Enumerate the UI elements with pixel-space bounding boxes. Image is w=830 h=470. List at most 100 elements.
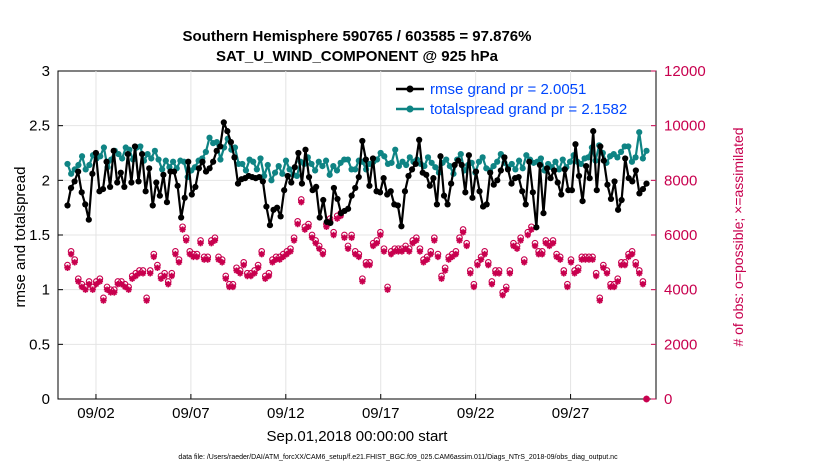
x-tick-label: 09/27	[552, 405, 590, 422]
obs-assimilated-point	[190, 253, 197, 261]
obs-assimilated-point	[477, 256, 485, 263]
obs-assimilated-point	[136, 270, 143, 277]
totalspread-point	[632, 154, 639, 161]
rmse-point	[540, 210, 547, 217]
obs-assimilated-point	[643, 395, 650, 403]
rmse-point	[462, 189, 469, 196]
obs-assimilated-point	[359, 278, 366, 285]
rmse-point	[433, 201, 441, 208]
rmse-point	[522, 201, 529, 208]
legend-rmse-marker	[406, 85, 414, 93]
obs-assimilated-point	[467, 270, 474, 277]
totalspread-point	[239, 160, 246, 168]
obs-assimilated-point	[560, 270, 567, 277]
totalspread-point	[264, 161, 271, 169]
rmse-point	[224, 128, 231, 135]
rmse-point	[156, 192, 163, 199]
rmse-point	[185, 158, 192, 165]
totalspread-point	[217, 156, 224, 163]
totalspread-point	[144, 150, 151, 158]
rmse-point	[181, 194, 188, 201]
legend: rmse grand pr = 2.0051 totalspread grand…	[396, 81, 627, 118]
rmse-point	[437, 153, 444, 160]
rmse-point	[281, 187, 288, 194]
totalspread-point	[537, 155, 545, 162]
obs-assimilated-point	[103, 286, 111, 293]
rmse-point	[348, 192, 355, 199]
rmse-point	[71, 178, 78, 185]
rmse-point	[583, 163, 590, 170]
totalspread-point	[406, 154, 413, 161]
totalspread-point	[512, 166, 519, 173]
rmse-point	[526, 158, 533, 165]
totalspread-point	[614, 154, 621, 161]
totalspread-point	[159, 166, 166, 173]
obs-assimilated-point	[323, 223, 330, 230]
obs-assimilated-point	[276, 256, 283, 263]
rmse-point	[192, 183, 199, 190]
obs-assimilated-point	[528, 226, 535, 233]
rmse-point	[543, 165, 551, 172]
rmse-point	[298, 180, 306, 187]
obs-assimilated-point	[585, 256, 593, 263]
obs-assimilated-point	[316, 245, 323, 252]
obs-assimilated-point	[369, 242, 377, 250]
rmse-point	[394, 202, 401, 209]
obs-assimilated-point	[366, 261, 373, 269]
obs-assimilated-point	[524, 231, 532, 239]
obs-assimilated-point	[610, 283, 618, 291]
obs-assimilated-point	[82, 286, 89, 293]
obs-assimilated-point	[592, 272, 600, 280]
rmse-point	[110, 147, 117, 154]
rmse-point	[405, 172, 412, 180]
obs-assimilated-point	[459, 229, 467, 236]
rmse-point	[121, 183, 128, 190]
obs-assimilated-point	[384, 286, 391, 293]
rmse-point	[352, 184, 359, 192]
rmse-point	[195, 165, 203, 172]
totalspread-point	[250, 158, 257, 165]
rmse-point	[483, 201, 490, 208]
totalspread-point	[519, 165, 526, 172]
totalspread-point	[319, 163, 326, 170]
rmse-point	[547, 175, 554, 182]
obs-assimilated-point	[75, 278, 82, 285]
totalspread-point	[617, 148, 625, 156]
obs-assimilated-point	[470, 283, 478, 291]
rmse-point	[64, 202, 71, 209]
legend-rmse-label: rmse grand pr = 2.0051	[430, 81, 586, 98]
rmse-point	[455, 157, 462, 164]
rmse-point	[117, 169, 124, 176]
obs-assimilated-point	[290, 237, 298, 244]
totalspread-point	[315, 158, 322, 165]
rmse-point	[508, 180, 515, 187]
x-axis-label: Sep.01,2018 00:00:00 start	[267, 428, 449, 445]
totalspread-point	[432, 164, 439, 171]
chart-subtitle: SAT_U_WIND_COMPONENT @ 925 hPa	[216, 48, 499, 65]
obs-assimilated-point	[197, 240, 204, 247]
rmse-point	[614, 206, 622, 213]
totalspread-point	[395, 163, 402, 170]
obs-assimilated-point	[226, 283, 233, 291]
rmse-point	[416, 136, 423, 143]
rmse-point	[465, 152, 472, 159]
obs-assimilated-point	[567, 259, 575, 266]
rmse-point	[362, 156, 369, 163]
obs-assimilated-point	[305, 223, 312, 230]
obs-assimilated-point	[556, 256, 564, 263]
rmse-point	[178, 214, 185, 221]
rmse-point	[494, 177, 501, 184]
obs-possible-markers	[64, 196, 650, 403]
obs-assimilated-point	[111, 289, 118, 296]
obs-assimilated-point	[503, 286, 510, 293]
totalspread-point	[628, 158, 636, 165]
obs-assimilated-point	[240, 261, 247, 269]
obs-assimilated-point	[147, 270, 154, 277]
rmse-point	[114, 179, 121, 186]
obs-assimilated-point	[193, 253, 201, 261]
rmse-point	[412, 160, 419, 168]
rmse-point	[153, 179, 160, 186]
chart-title: Southern Hemisphere 590765 / 603585 = 97…	[183, 28, 532, 45]
obs-assimilated-point	[100, 297, 107, 304]
rmse-point	[99, 185, 107, 193]
